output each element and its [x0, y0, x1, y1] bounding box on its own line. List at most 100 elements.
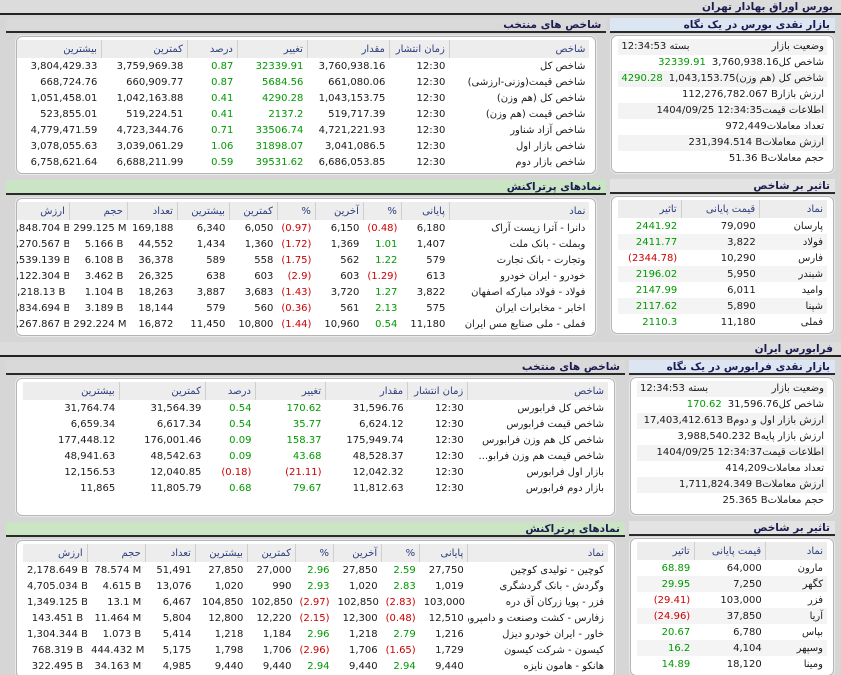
symbol-link[interactable]: خاور - ایران خودرو دیزل [502, 628, 604, 640]
value-cell: 1,798 [214, 644, 244, 656]
symbol-link[interactable]: وسپهر [796, 642, 823, 654]
symbol-link[interactable]: مارون [797, 562, 823, 574]
index-name-link[interactable]: شاخص قیمت هم وزن فرابو... [478, 450, 604, 462]
index-row: شاخص کل 12:30 3,760,938.16 32339.91 0.87 3,75… [17, 58, 589, 74]
value-cell: 1,434 [196, 238, 226, 250]
farabourse-left-column: شاخص های منتخب شاخص زمان انتشار مقدار تغییر… [6, 360, 625, 675]
index-name-link[interactable]: شاخص کل فرابورس [517, 402, 604, 414]
index-row: شاخص کل (هم وزن) 12:30 1,043,153.75 4290.28… [17, 90, 589, 106]
value-cell: 1,834.694 B [16, 302, 69, 314]
symbol-link[interactable]: بپاس [801, 626, 823, 638]
glance-value-number: 1404/09/25 12:34:37 [656, 447, 763, 458]
glance-label: شاخص کل [778, 399, 824, 410]
symbol-row: هانکو - هامون نایزه 9,440 2.94 9,440 2.94 9,4… [23, 658, 608, 674]
value-cell: 31,764.74 [64, 402, 116, 414]
symbol-link[interactable]: فملی - ملی صنایع مس ایران [464, 318, 586, 330]
symbol-link[interactable]: فولاد [802, 236, 823, 248]
farabourse-impact-panel: نماد قیمت پایانی تاثیر مارون 64,000 68.89 کگهر… [630, 538, 834, 675]
value-cell: 20.67 [661, 626, 691, 638]
value-cell: 562 [340, 254, 360, 266]
symbol-link[interactable]: ومینا [803, 658, 823, 670]
bourse-impact-panel: نماد قیمت پایانی تاثیر پارسان 79,090 2441.92 ف… [611, 196, 834, 334]
symbol-link[interactable]: هانکو - هامون نایزه [523, 660, 605, 672]
symbol-link[interactable]: وگردش - بانک گردشگری [499, 580, 604, 592]
symbol-link[interactable]: شبندر [798, 268, 824, 280]
value-cell: 990 [272, 580, 292, 592]
symbol-link[interactable]: فملی [800, 316, 823, 328]
value-cell: 175,949.74 [346, 434, 404, 446]
column-header: پایانی [400, 202, 450, 220]
index-name-link[interactable]: شاخص بازار اول [516, 140, 586, 152]
symbol-link[interactable]: فولاد - فولاد مبارکه اصفهان [471, 286, 586, 298]
column-header: زمان انتشار [407, 382, 468, 400]
symbol-link[interactable]: زفارس - کشت وصنعت و دامپروری پ... [468, 612, 604, 624]
value-cell: 48,528.37 [352, 450, 404, 462]
value-cell: 0.54 [229, 402, 252, 414]
index-name-link[interactable]: شاخص قیمت فرابورس [506, 418, 604, 430]
column-header: % [362, 202, 402, 220]
glance-label: حجم معاملات [767, 495, 824, 506]
column-header-row: نماد پایانی% آخرین% کمترین بیشترین تعداد حجم ار… [23, 544, 608, 562]
glance-value: 1,711,824.349 B [679, 477, 762, 493]
symbol-link[interactable]: فزر - پویا زرکان آق دره [505, 596, 604, 608]
value-cell: 32339.91 [255, 60, 304, 72]
glance-label: شاخص کل [778, 57, 824, 68]
symbol-row: خودرو - ایران خودرو 613 (1.29) 603 (2.9) 603 6… [17, 268, 589, 284]
symbol-link[interactable]: وامید [801, 284, 823, 296]
value-cell: 2.96 [307, 628, 330, 640]
value-cell: 4,779,471.59 [30, 124, 98, 136]
symbol-link[interactable]: شپنا [805, 300, 823, 312]
symbol-link[interactable]: دانرا - آترا زیست آراک [491, 222, 586, 234]
farabourse-title: فرابورس ایران [754, 343, 833, 355]
index-name-link[interactable]: بازار دوم فرابورس [525, 482, 604, 494]
value-cell: (1.44) [281, 318, 312, 330]
index-name-link[interactable]: شاخص بازار دوم [515, 156, 586, 168]
symbol-link[interactable]: کیسون - شرکت کیسون [503, 644, 604, 656]
index-row: شاخص بازار اول 12:30 3,041,086.5 31898.07 1.… [17, 138, 589, 154]
value-cell: 0.59 [211, 156, 234, 168]
value-cell: 12:30 [416, 76, 446, 88]
glance-label: ارزش معاملات [762, 137, 824, 148]
glance-value-number: 25.365 B [722, 495, 768, 506]
value-cell: 177,448.12 [57, 434, 116, 446]
value-cell: (1.29) [367, 270, 398, 282]
symbol-link[interactable]: خودرو - ایران خودرو [500, 270, 586, 282]
symbol-link[interactable]: پارسان [793, 220, 823, 232]
column-header: حجم [68, 202, 128, 220]
symbol-link[interactable]: آریا [809, 610, 823, 622]
value-cell: 5.166 B [84, 238, 124, 250]
index-name-link[interactable]: بازار اول فرابورس [526, 466, 604, 478]
value-cell: 6,180 [416, 222, 446, 234]
value-cell: 2117.62 [635, 300, 678, 312]
value-cell: (2.83) [385, 596, 416, 608]
symbol-link[interactable]: فارس [798, 252, 823, 264]
glance-row: ارزش بازار 112,276,782.067 B [618, 87, 827, 103]
symbol-link[interactable]: وتجارت - بانک تجارت [496, 254, 586, 266]
value-cell: 5,175 [162, 644, 192, 656]
value-cell: 0.68 [229, 482, 252, 494]
index-name-link[interactable]: شاخص کل (هم وزن) [496, 92, 586, 104]
symbol-link[interactable]: وبملت - بانک ملت [509, 238, 586, 250]
value-cell: 560 [254, 302, 274, 314]
index-name-link[interactable]: شاخص قیمت(وزنی-ارزشی) [467, 76, 586, 88]
column-header-row: شاخص زمان انتشار مقدار تغییر درصد کمترین بیشتر… [17, 40, 590, 58]
glance-label: ارزش بازار [777, 89, 824, 100]
value-cell: 768.319 B [31, 644, 84, 656]
value-cell: 10,290 [720, 252, 756, 264]
symbol-link[interactable]: اخابر - مخابرات ایران [495, 302, 586, 314]
glance-value: 3,988,540.232 B [678, 429, 761, 445]
index-name-link[interactable]: شاخص کل هم وزن فرابورس [482, 434, 604, 446]
index-name-link[interactable]: شاخص قیمت (هم وزن) [485, 108, 586, 120]
symbol-link[interactable]: فزر [807, 594, 823, 606]
value-cell: 18,263 [138, 286, 174, 298]
column-header: کمترین [228, 202, 278, 220]
index-name-link[interactable]: شاخص کل [540, 60, 586, 72]
value-cell: 12:30 [434, 402, 464, 414]
symbol-row: دانرا - آترا زیست آراک 6,180 (0.48) 6,150 (0… [17, 220, 589, 236]
index-name-link[interactable]: شاخص آزاد شناور [510, 124, 586, 136]
symbol-link[interactable]: کگهر [802, 578, 823, 590]
index-row: شاخص بازار دوم 12:30 6,686,053.85 39531.62 0… [17, 154, 589, 170]
symbol-link[interactable]: کوچین - تولیدی کوچین [510, 564, 604, 576]
glance-row: شاخص کل (هم وزن) 4290.28 1,043,153.75 [618, 71, 827, 87]
column-header: نماد [765, 542, 827, 560]
